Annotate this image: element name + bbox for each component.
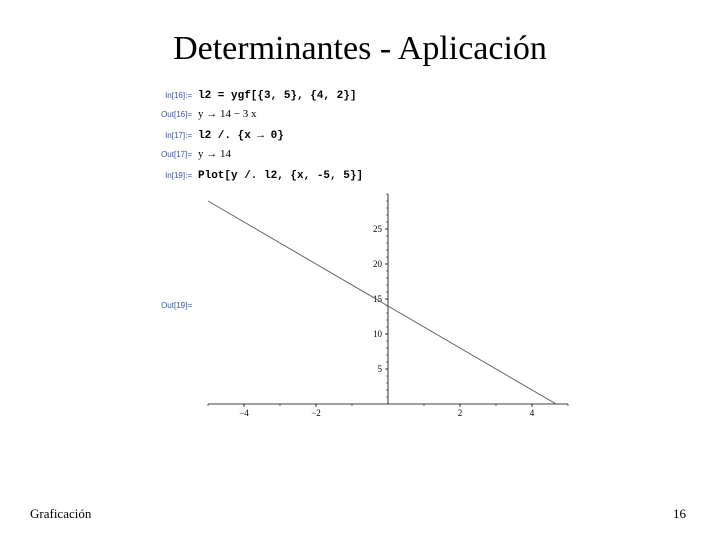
line-plot: −4−224510152025 <box>198 190 578 420</box>
svg-text:25: 25 <box>373 224 383 234</box>
cell-in16: In[16]:= l2 = ygf[{3, 5}, {4, 2}] <box>150 90 590 102</box>
out-expr: y → 14 − 3 x <box>198 108 256 120</box>
out-label: Out[17]= <box>150 150 192 159</box>
out-label: Out[19]= <box>150 301 192 310</box>
svg-text:−4: −4 <box>239 408 249 418</box>
in-label: In[19]:= <box>150 171 192 180</box>
cell-in17: In[17]:= l2 /. {x → 0} <box>150 130 590 142</box>
svg-text:2: 2 <box>458 408 463 418</box>
in-label: In[16]:= <box>150 91 192 100</box>
cell-out17: Out[17]= y → 14 <box>150 148 590 160</box>
in-expr: l2 = ygf[{3, 5}, {4, 2}] <box>198 90 356 102</box>
svg-text:5: 5 <box>378 364 383 374</box>
svg-text:20: 20 <box>373 259 383 269</box>
cell-in19: In[19]:= Plot[y /. l2, {x, -5, 5}] <box>150 170 590 182</box>
slide: Determinantes - Aplicación In[16]:= l2 =… <box>0 0 720 540</box>
cell-out16: Out[16]= y → 14 − 3 x <box>150 108 590 120</box>
page-title: Determinantes - Aplicación <box>0 30 720 68</box>
notebook: In[16]:= l2 = ygf[{3, 5}, {4, 2}] Out[16… <box>150 90 590 420</box>
out-expr: y → 14 <box>198 148 231 160</box>
cell-out19: Out[19]= −4−224510152025 <box>150 190 590 420</box>
in-expr: l2 /. {x → 0} <box>198 130 284 142</box>
in-label: In[17]:= <box>150 131 192 140</box>
in-expr: Plot[y /. l2, {x, -5, 5}] <box>198 170 363 182</box>
footer-page: 16 <box>673 506 686 522</box>
out-label: Out[16]= <box>150 110 192 119</box>
svg-text:10: 10 <box>373 329 383 339</box>
footer-left: Graficación <box>30 506 91 522</box>
svg-text:−2: −2 <box>311 408 321 418</box>
svg-text:4: 4 <box>530 408 535 418</box>
